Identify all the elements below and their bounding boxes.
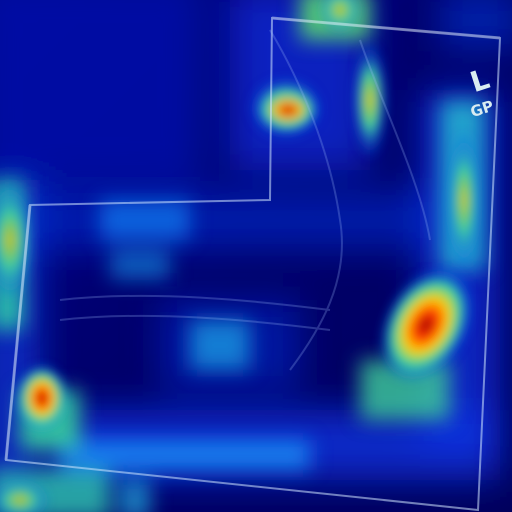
hotspot-left	[16, 364, 68, 432]
side-marker: L GP	[462, 62, 506, 132]
hot-spots	[16, 90, 474, 432]
hotspot-right	[378, 267, 474, 383]
bone-silhouette	[59, 29, 431, 371]
xray-plate	[4, 16, 502, 512]
hotspot-upper	[258, 90, 318, 130]
